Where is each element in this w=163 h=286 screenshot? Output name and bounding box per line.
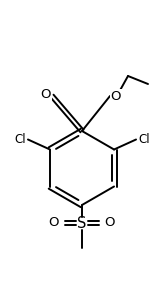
Text: O: O	[41, 88, 51, 100]
Text: O: O	[111, 90, 121, 102]
Text: Cl: Cl	[138, 133, 150, 146]
Text: S: S	[77, 215, 87, 231]
Text: O: O	[105, 217, 115, 229]
Text: O: O	[49, 217, 59, 229]
Text: Cl: Cl	[14, 133, 26, 146]
